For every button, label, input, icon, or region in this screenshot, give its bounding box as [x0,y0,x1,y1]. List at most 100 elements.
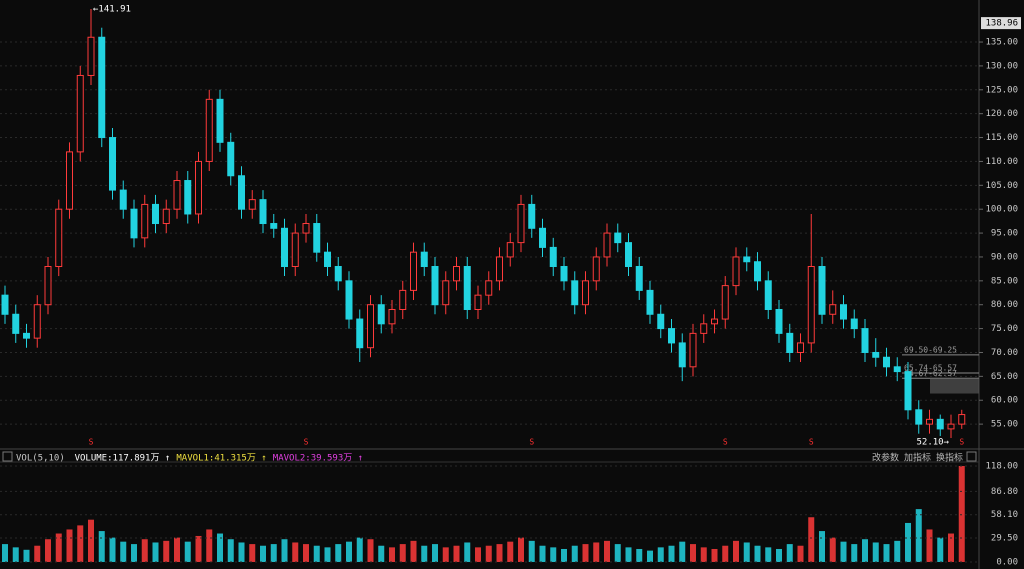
candle-body [582,280,589,306]
toolbar-button[interactable]: 改参数 [872,452,899,464]
y-tick-label: 80.00 [991,300,1018,310]
level-label: 69.50-69.25 [904,345,957,354]
y-tick-label: 75.00 [991,324,1018,334]
signal-marker: S [959,438,964,447]
candle-body [506,242,514,258]
volume-bar [550,547,557,563]
candle-body [614,232,622,244]
volume-bar [292,542,299,563]
volume-bar [281,539,288,563]
candle-body [915,409,923,425]
volume-bar [733,540,739,563]
candle-body [109,137,116,191]
candle-body [657,313,665,330]
candle-body [184,180,192,215]
volume-bar [657,547,664,563]
candle-body [345,280,353,320]
close-icon[interactable] [966,451,977,462]
candle-body [635,266,643,291]
candle-body [259,199,267,225]
volume-bar [485,545,492,563]
volume-bar [432,544,438,563]
candle-body [711,318,718,325]
volume-bar [23,549,30,563]
help-icon[interactable] [2,451,13,462]
toolbar-button[interactable]: 加指标 [904,452,931,464]
volume-bar [948,533,954,563]
volume-bar [335,544,342,563]
candle-body [388,308,396,325]
volume-bar [66,529,73,563]
candle-body [281,227,288,268]
candle-body [786,332,794,353]
toolbar-button[interactable]: 换指标 [936,452,963,464]
volume-bar [528,540,535,563]
volume-bar [700,547,707,563]
y-tick-label: 0.00 [996,558,1018,568]
candle-body [130,208,138,239]
volume-bar [958,465,965,563]
y-tick-label: 130.00 [985,61,1018,71]
volume-bar [604,540,610,563]
candle-body [55,208,63,268]
volume-legend: VOL(5,10) [16,454,65,464]
candle-body [958,414,966,425]
candle-body [850,318,858,330]
candle-body [356,318,364,349]
candle-body [829,304,837,315]
candle-body [549,246,557,268]
volume-bar [260,545,266,563]
y-tick-label: 70.00 [991,348,1018,358]
candle-body [861,328,869,353]
candle-body [313,223,321,253]
volume-bar [711,548,718,563]
volume-bar [647,550,653,563]
candle-body [818,266,826,315]
volume-bar [453,545,460,563]
volume-bar [88,519,94,563]
volume-bar [862,539,868,563]
volume-bar [217,533,223,563]
volume-bar [12,547,19,563]
candle-body [216,98,224,143]
volume-bar [786,544,793,563]
volume-bar [883,544,890,563]
candle-body [119,189,127,210]
volume-bar [45,539,51,563]
volume-bar [141,539,148,563]
volume-bar [152,542,159,563]
candle-body [23,332,30,339]
volume-legend: MAVOL1:41.315万 ↑ [176,454,266,464]
candle-body [496,256,503,282]
volume-bar [34,545,41,563]
candle-body [152,203,159,225]
volume-bar [227,539,234,563]
candle-body [797,342,804,353]
candle-body [732,256,740,287]
y-tick-label: 60.00 [991,396,1018,406]
volume-bar [851,544,858,563]
volume-bar [808,517,815,563]
y-tick-label: 65.00 [991,372,1018,382]
volume-bar [819,531,825,563]
candle-body [87,36,95,76]
candle-body [367,304,374,349]
volume-bar [937,537,944,563]
candle-body [592,256,600,282]
volume-bar [776,548,782,563]
candle-body [377,304,385,325]
candle-body [399,289,407,310]
candle-body [528,203,536,229]
candle-body [485,280,493,296]
y-tick-label: 58.10 [991,510,1018,520]
volume-bar [389,547,395,563]
candle-body [453,266,460,282]
volume-bar [313,545,320,563]
candle-body [334,266,342,282]
signal-marker: S [89,438,94,447]
volume-bar [582,544,589,563]
candle-body [12,313,20,334]
volume-bar [926,529,933,563]
